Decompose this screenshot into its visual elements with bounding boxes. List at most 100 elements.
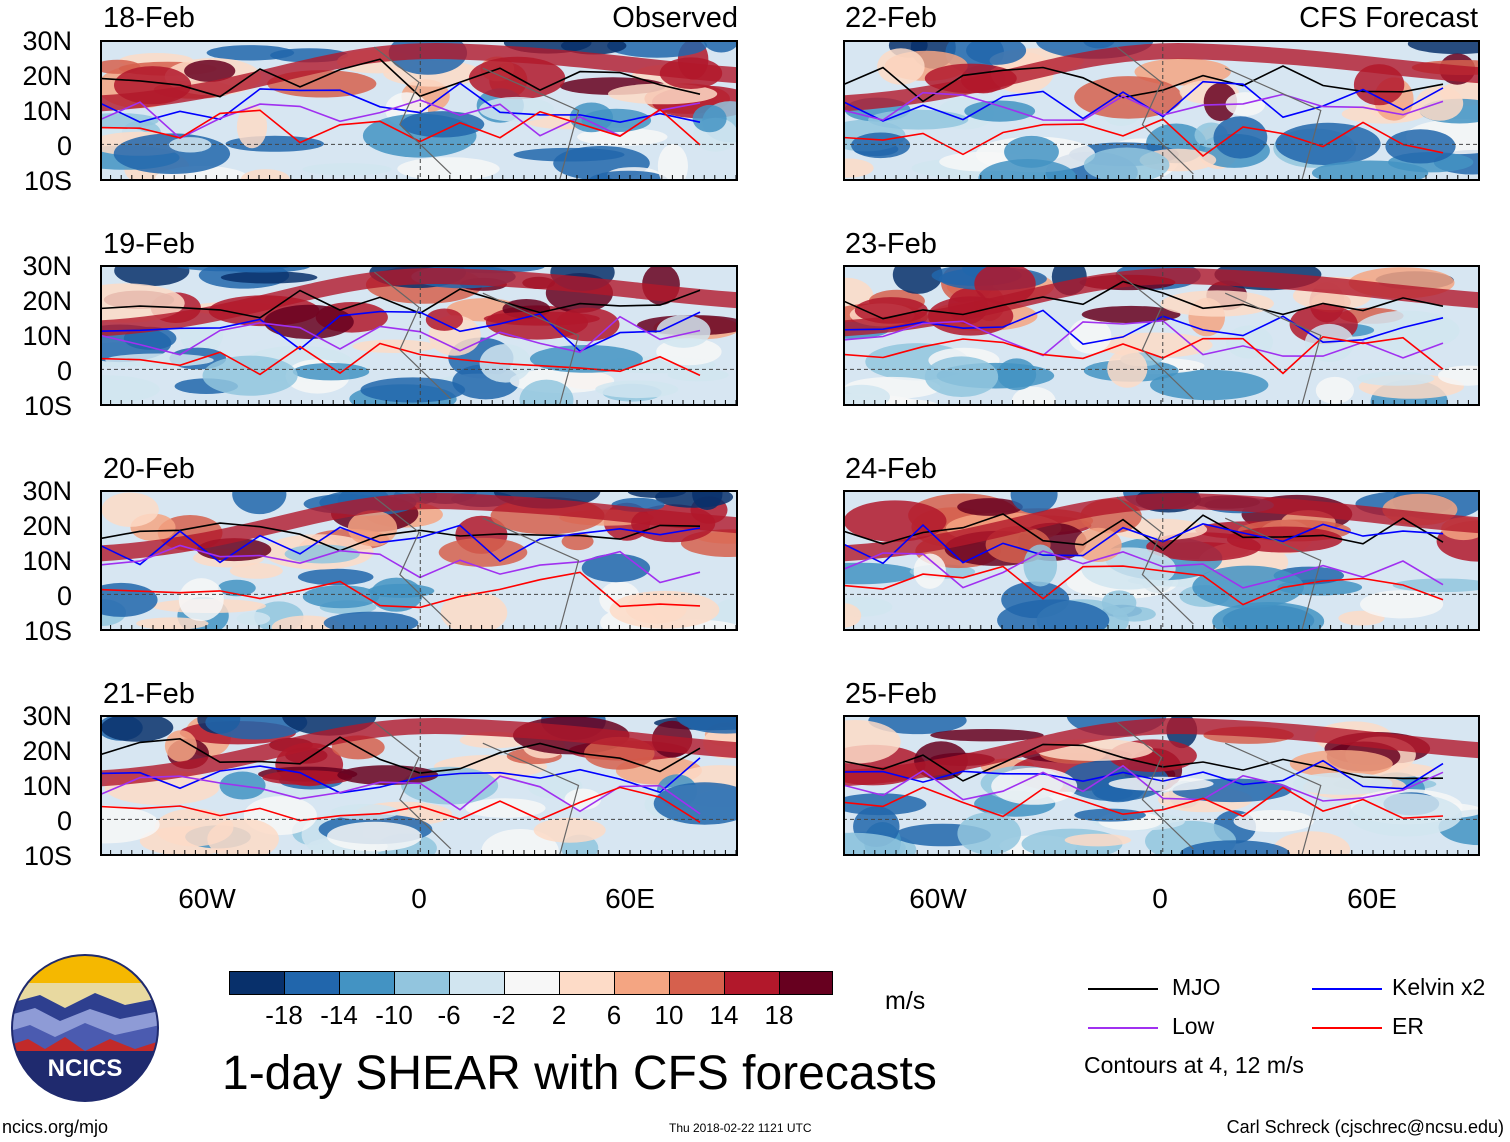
shear-anomaly-blob — [232, 490, 287, 515]
colorbar-tick: -6 — [437, 1000, 461, 1030]
shear-anomaly-blob — [843, 793, 927, 816]
lon-label: 60W — [909, 883, 967, 914]
contour-line — [100, 288, 701, 319]
panel-title-observed: Observed — [612, 2, 738, 34]
lat-label: 10N — [22, 321, 72, 351]
contour-line — [843, 319, 1444, 359]
lat-label: 10N — [22, 771, 72, 801]
shear-anomaly-blob — [1292, 772, 1393, 795]
coastline-outline — [373, 46, 580, 181]
shear-anomaly-blob — [169, 137, 212, 153]
subtropical-jet-band — [843, 493, 1480, 562]
shear-map-panel — [100, 715, 738, 856]
colorbar-tick: -2 — [492, 1000, 516, 1030]
shear-anomaly-blob — [577, 127, 668, 146]
shear-anomaly-blob — [843, 720, 901, 764]
shear-anomaly-blob — [656, 315, 711, 348]
shear-anomaly-blob — [924, 356, 999, 397]
shear-anomaly-blob — [302, 163, 392, 176]
subtropical-jet-band — [100, 493, 738, 562]
contour-line — [843, 65, 1444, 103]
lat-label: 10S — [23, 841, 72, 871]
colorbar-box — [669, 971, 725, 995]
shear-anomaly-blob — [519, 379, 574, 406]
shear-anomaly-blob — [704, 40, 738, 53]
coastline-outline — [1116, 496, 1322, 631]
lat-label: 0 — [56, 581, 72, 611]
shear-anomaly-blob — [1407, 40, 1480, 55]
shear-anomaly-blob — [1010, 490, 1058, 514]
shear-anomaly-blob — [1203, 82, 1238, 122]
shear-anomaly-blob — [1074, 808, 1146, 822]
shear-anomaly-blob — [164, 730, 197, 762]
shear-anomaly-blob — [101, 492, 159, 527]
legend-label: MJO — [1172, 974, 1221, 1000]
contour-line — [843, 523, 1444, 565]
contour-line — [843, 565, 1444, 606]
shear-anomaly-blob — [100, 375, 160, 404]
lat-label: 10S — [23, 616, 72, 646]
colorbar-tick: 10 — [654, 1000, 684, 1030]
contour-line — [100, 108, 701, 146]
lat-label: 20N — [22, 61, 72, 91]
shear-anomaly-blob — [843, 158, 874, 178]
legend-line-er — [1312, 1027, 1382, 1029]
shear-anomaly-blob — [241, 169, 290, 181]
colorbar-box — [614, 971, 670, 995]
panel-frame — [843, 715, 1480, 856]
shear-map-panel — [843, 265, 1480, 406]
contour-line — [100, 736, 701, 774]
shear-anomaly-blob — [892, 265, 943, 294]
lat-label: 10N — [22, 96, 72, 126]
panel-date: 21-Feb — [103, 678, 195, 710]
coastline-outline — [373, 721, 580, 856]
legend-line-low — [1088, 1027, 1158, 1029]
shear-anomaly-blob — [868, 715, 967, 735]
shear-anomaly-blob — [136, 617, 209, 630]
shear-anomaly-blob — [1225, 325, 1273, 359]
contours-note: Contours at 4, 12 m/s — [1084, 1052, 1304, 1078]
shear-anomaly-blob — [957, 812, 1021, 855]
shear-anomaly-blob — [1438, 365, 1480, 386]
panel-date: 25-Feb — [845, 678, 937, 710]
colorbar-box — [449, 971, 505, 995]
contour-line — [843, 743, 1444, 782]
lon-label: 60E — [1347, 883, 1397, 914]
contour-line — [100, 58, 701, 98]
shear-anomaly-blob — [1160, 290, 1274, 317]
subtropical-jet-band — [100, 43, 738, 112]
shear-anomaly-blob — [1226, 526, 1343, 553]
coastline-outline — [373, 496, 580, 631]
shear-anomaly-blob — [229, 563, 283, 579]
shear-anomaly-blob — [440, 591, 508, 631]
shear-anomaly-blob — [957, 498, 1023, 516]
lat-label: 0 — [56, 131, 72, 161]
contour-line — [843, 80, 1444, 122]
panel-frame — [100, 40, 738, 181]
shear-anomaly-blob — [978, 159, 1077, 181]
lat-label: 0 — [56, 356, 72, 386]
panel-date: 24-Feb — [845, 453, 937, 485]
shear-anomaly-blob — [1101, 590, 1137, 616]
shear-anomaly-blob — [692, 104, 727, 133]
shear-anomaly-blob — [581, 108, 652, 133]
coastline-outline — [1116, 721, 1322, 856]
contour-line — [100, 82, 701, 124]
shear-anomaly-blob — [465, 798, 546, 818]
legend-label: ER — [1392, 1013, 1424, 1039]
lon-label: 0 — [411, 883, 427, 914]
shear-anomaly-blob — [425, 308, 463, 331]
shear-anomaly-blob — [966, 40, 1027, 65]
shear-anomaly-blob — [101, 715, 174, 742]
contour-line — [843, 759, 1444, 790]
contour-line — [843, 764, 1444, 802]
shear-anomaly-blob — [236, 611, 271, 626]
lat-label: 30N — [22, 476, 72, 506]
panel-date: 19-Feb — [103, 228, 195, 260]
shear-anomaly-blob — [323, 611, 419, 631]
footer-url: ncics.org/mjo — [2, 1117, 109, 1137]
subtropical-jet-band — [100, 268, 738, 337]
shear-anomaly-blob — [236, 105, 268, 149]
shear-map-panel — [843, 715, 1480, 856]
colorbar-tick: -18 — [265, 1000, 303, 1030]
